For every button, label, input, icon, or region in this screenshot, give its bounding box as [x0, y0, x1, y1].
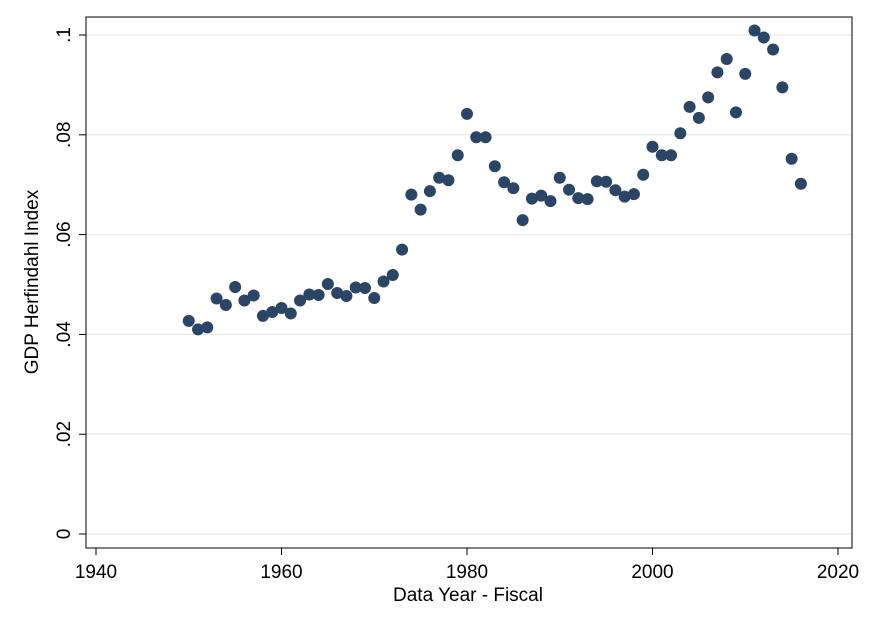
data-point: [516, 214, 529, 227]
x-tick-label: 2020: [817, 562, 859, 583]
data-point: [572, 192, 585, 205]
data-point: [711, 66, 724, 79]
data-point: [470, 131, 483, 144]
data-point: [358, 281, 371, 294]
data-point: [665, 149, 678, 162]
data-point: [581, 193, 594, 206]
data-point: [498, 176, 511, 189]
data-point: [748, 24, 761, 37]
y-tick-label: .06: [54, 221, 75, 247]
x-axis-title: Data Year - Fiscal: [393, 585, 543, 606]
data-point: [238, 294, 251, 307]
y-tick-label: .04: [54, 321, 75, 348]
data-point: [284, 307, 297, 320]
data-points: [182, 24, 807, 336]
data-point: [414, 203, 427, 216]
data-point: [507, 182, 520, 195]
data-point: [674, 127, 687, 140]
data-point: [553, 171, 566, 184]
data-point: [229, 280, 242, 293]
data-point: [219, 298, 232, 311]
x-tick-label: 1960: [260, 562, 302, 583]
data-point: [210, 292, 223, 305]
data-point: [702, 91, 715, 104]
data-point: [535, 189, 548, 202]
y-tick-label: .08: [54, 122, 75, 148]
x-tick-label: 2000: [631, 562, 673, 583]
data-point: [266, 305, 279, 318]
data-point: [321, 278, 334, 291]
x-tick-label: 1980: [446, 562, 488, 583]
data-point: [692, 111, 705, 124]
data-point: [368, 291, 381, 304]
y-tick-label: 0: [54, 529, 75, 540]
data-point: [544, 195, 557, 208]
data-point: [683, 100, 696, 113]
data-point: [405, 188, 418, 201]
x-tick-label: 1940: [75, 562, 117, 583]
data-point: [182, 314, 195, 327]
data-point: [767, 43, 780, 56]
data-point: [600, 175, 613, 188]
data-point: [794, 177, 807, 190]
data-point: [720, 52, 733, 65]
data-point: [563, 183, 576, 196]
data-point: [349, 281, 362, 294]
data-point: [247, 289, 260, 302]
data-point: [739, 67, 752, 80]
data-point: [442, 174, 455, 187]
data-point: [340, 289, 353, 302]
data-point: [627, 188, 640, 201]
data-point: [201, 321, 214, 334]
data-point: [729, 106, 742, 119]
data-point: [275, 301, 288, 314]
data-point: [423, 185, 436, 198]
data-point: [303, 288, 316, 301]
plot-area-border: [85, 16, 853, 549]
data-point: [377, 275, 390, 288]
data-point: [312, 288, 325, 301]
y-tick-label: .1: [54, 27, 75, 43]
data-point: [479, 131, 492, 144]
gridlines: [86, 34, 852, 535]
y-axis: 0 .02 .04 .06 .08 .1: [54, 27, 86, 539]
data-point: [396, 243, 409, 256]
y-axis-title: GDP Herfindahl Index: [22, 189, 43, 374]
data-point: [609, 184, 622, 197]
data-point: [386, 269, 399, 282]
data-point: [776, 81, 789, 94]
data-point: [451, 149, 464, 162]
data-point: [331, 286, 344, 299]
data-point: [488, 160, 501, 173]
data-point: [757, 31, 770, 44]
data-point: [461, 107, 473, 120]
data-point: [590, 175, 603, 188]
y-tick-label: .02: [54, 421, 75, 447]
data-point: [525, 192, 538, 205]
x-axis: 1940 1960 1980 2000 2020: [75, 548, 859, 583]
data-point: [192, 323, 205, 336]
data-point: [646, 140, 659, 153]
data-point: [433, 171, 446, 184]
data-point: [618, 190, 631, 203]
data-point: [256, 309, 269, 322]
data-point: [655, 149, 668, 162]
data-point: [637, 168, 650, 181]
data-point: [785, 152, 798, 165]
data-point: [294, 294, 307, 307]
